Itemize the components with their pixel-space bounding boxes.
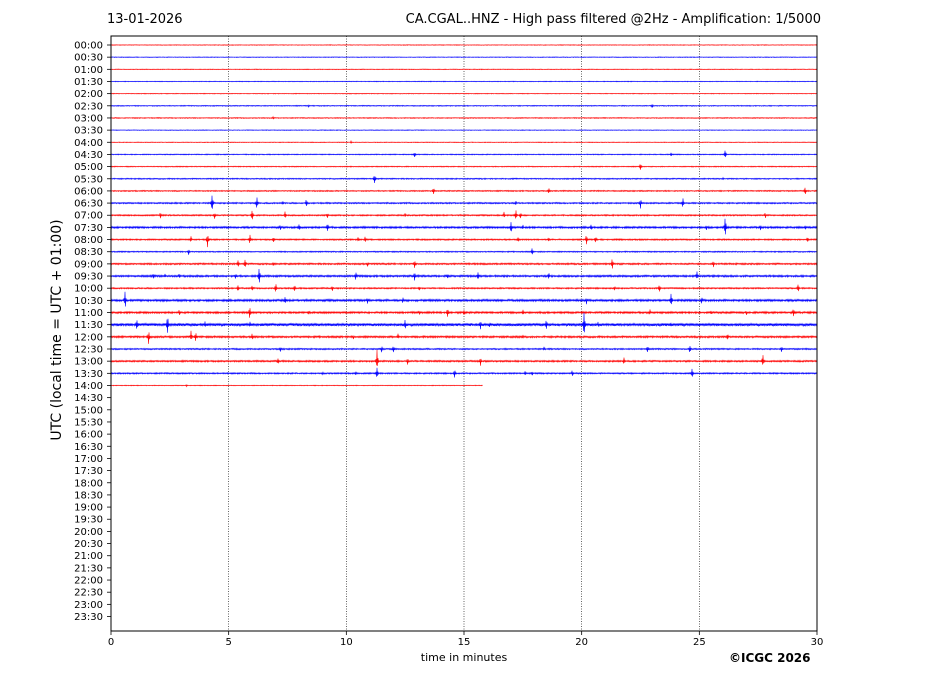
trace-05:30 — [110, 176, 818, 184]
y-tick-label: 19:30 — [74, 515, 103, 526]
y-tick-label: 20:30 — [74, 539, 103, 550]
trace-03:30 — [110, 129, 818, 131]
x-axis-label: time in minutes — [420, 651, 508, 664]
trace-06:30 — [110, 195, 818, 209]
y-tick-label: 21:30 — [74, 563, 103, 574]
trace-08:30 — [110, 248, 818, 255]
grid-lines — [228, 36, 700, 631]
y-tick-label: 12:00 — [74, 332, 103, 343]
y-tick-label: 12:30 — [74, 345, 103, 356]
trace-layer — [110, 44, 818, 388]
y-tick-label: 22:00 — [74, 576, 103, 587]
chart-title: CA.CGAL..HNZ - High pass filtered @2Hz -… — [405, 12, 821, 27]
y-tick-label: 21:00 — [74, 551, 103, 562]
y-tick-label: 06:00 — [74, 186, 103, 197]
trace-01:00 — [110, 68, 818, 71]
trace-04:30 — [110, 150, 818, 158]
y-tick-label: 17:00 — [74, 454, 103, 465]
axes — [107, 35, 818, 635]
y-tick-label: 11:30 — [74, 320, 103, 331]
x-tick-label: 20 — [575, 637, 588, 648]
y-tick-label: 23:00 — [74, 600, 103, 611]
y-tick-label: 05:30 — [74, 174, 103, 185]
y-tick-label: 00:30 — [74, 53, 103, 64]
trace-09:00 — [110, 259, 818, 269]
y-tick-label: 03:00 — [74, 113, 103, 124]
y-tick-label: 20:00 — [74, 527, 103, 538]
trace-10:00 — [110, 284, 818, 292]
y-axis-label: UTC (local time = UTC + 01:00) — [49, 219, 65, 441]
trace-12:30 — [110, 345, 818, 353]
date-label: 13-01-2026 — [107, 12, 183, 27]
trace-04:00 — [110, 139, 818, 144]
trace-05:00 — [110, 164, 818, 170]
y-tick-label: 09:30 — [74, 272, 103, 283]
y-tick-label: 10:00 — [74, 284, 103, 295]
y-tick-label: 18:00 — [74, 478, 103, 489]
trace-02:30 — [110, 103, 818, 109]
x-tick-label: 10 — [340, 637, 353, 648]
y-tick-label: 01:30 — [74, 77, 103, 88]
trace-11:00 — [110, 308, 818, 318]
y-tick-label: 15:30 — [74, 417, 103, 428]
y-tick-label: 02:00 — [74, 89, 103, 100]
y-tick-label: 08:00 — [74, 235, 103, 246]
y-tick-label: 22:30 — [74, 588, 103, 599]
y-tick-label: 14:30 — [74, 393, 103, 404]
x-tick-label: 0 — [108, 637, 114, 648]
trace-11:30 — [110, 312, 818, 333]
y-tick-label: 13:30 — [74, 369, 103, 380]
trace-14:00 — [110, 384, 483, 388]
x-tick-label: 25 — [693, 637, 706, 648]
trace-01:30 — [110, 80, 818, 83]
y-tick-label: 15:00 — [74, 405, 103, 416]
y-tick-label: 19:00 — [74, 503, 103, 514]
x-tick-label: 30 — [811, 637, 824, 648]
trace-08:00 — [110, 234, 818, 248]
y-tick-label: 09:00 — [74, 259, 103, 270]
trace-00:30 — [110, 56, 818, 59]
y-tick-label: 03:30 — [74, 126, 103, 137]
y-tick-label: 05:00 — [74, 162, 103, 173]
trace-13:30 — [110, 367, 818, 378]
y-tick-label: 04:30 — [74, 150, 103, 161]
x-tick-label: 5 — [225, 637, 231, 648]
trace-09:30 — [110, 269, 818, 283]
trace-07:30 — [110, 218, 818, 235]
y-tick-label: 08:30 — [74, 247, 103, 258]
y-tick-label: 16:00 — [74, 430, 103, 441]
trace-07:00 — [110, 210, 818, 220]
trace-03:00 — [110, 115, 818, 120]
trace-06:00 — [110, 187, 818, 195]
y-tick-label: 02:30 — [74, 101, 103, 112]
trace-02:00 — [110, 92, 818, 95]
trace-13:00 — [110, 349, 818, 366]
y-tick-label: 01:00 — [74, 65, 103, 76]
y-tick-label: 06:30 — [74, 199, 103, 210]
x-tick-labels: 0 5 10 15 20 25 30 — [108, 637, 824, 648]
y-tick-label: 04:00 — [74, 138, 103, 149]
y-tick-label: 17:30 — [74, 466, 103, 477]
y-tick-label: 13:00 — [74, 357, 103, 368]
y-tick-label: 11:00 — [74, 308, 103, 319]
y-tick-label: 23:30 — [74, 612, 103, 623]
copyright-label: ©ICGC 2026 — [729, 651, 811, 665]
y-tick-label: 00:00 — [74, 41, 103, 52]
y-tick-label: 07:00 — [74, 211, 103, 222]
trace-10:30 — [110, 291, 818, 307]
y-tick-label: 14:00 — [74, 381, 103, 392]
x-tick-label: 15 — [458, 637, 471, 648]
y-tick-label: 10:30 — [74, 296, 103, 307]
y-tick-label: 18:30 — [74, 490, 103, 501]
trace-12:00 — [110, 330, 818, 344]
trace-00:00 — [110, 44, 818, 46]
y-tick-label: 16:30 — [74, 442, 103, 453]
y-tick-label: 07:30 — [74, 223, 103, 234]
